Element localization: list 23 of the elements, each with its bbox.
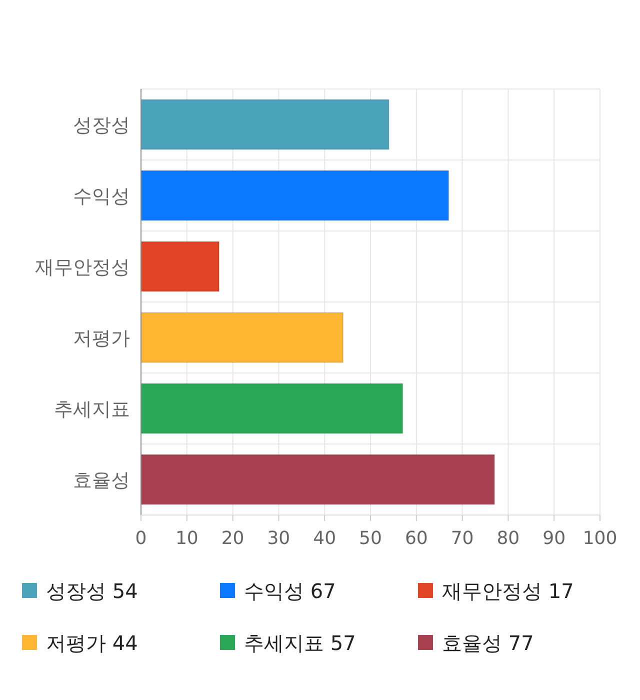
y-tick-label: 추세지표	[54, 398, 130, 420]
legend-label: 추세지표 57	[244, 631, 356, 655]
y-tick-label: 재무안정성	[35, 256, 130, 278]
y-tick-label: 효율성	[73, 470, 130, 492]
x-tick-label: 90	[542, 528, 566, 549]
x-tick-label: 0	[135, 528, 147, 549]
legend-label: 효율성 77	[442, 631, 534, 655]
x-tick-label: 20	[221, 528, 244, 549]
x-tick-label: 100	[582, 528, 618, 549]
y-tick-label: 저평가	[73, 328, 130, 350]
y-tick-label: 수익성	[73, 186, 130, 208]
legend-label: 재무안정성 17	[442, 579, 574, 603]
x-tick-label: 40	[313, 528, 336, 549]
x-tick-label: 50	[359, 528, 382, 549]
legend-label: 수익성 67	[244, 579, 336, 603]
x-tick-label: 30	[267, 528, 290, 549]
x-tick-label: 80	[496, 528, 520, 549]
x-tick-label: 70	[450, 528, 474, 549]
y-tick-label: 성장성	[73, 114, 130, 136]
x-tick-label: 60	[404, 528, 428, 549]
legend-label: 저평가 44	[46, 631, 138, 655]
x-tick-label: 10	[175, 528, 198, 549]
legend-label: 성장성 54	[46, 579, 138, 603]
